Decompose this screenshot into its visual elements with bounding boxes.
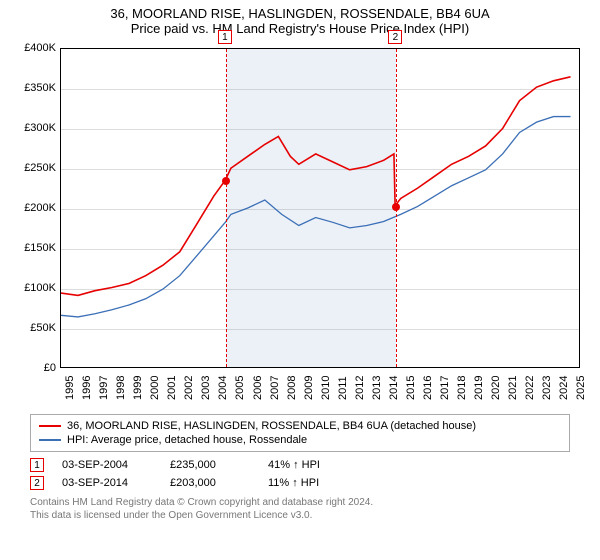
legend: 36, MOORLAND RISE, HASLINGDEN, ROSSENDAL… (30, 414, 570, 452)
y-tick-label: £400K (10, 42, 56, 54)
x-tick-label: 2006 (252, 376, 264, 400)
chart-subtitle: Price paid vs. HM Land Registry's House … (0, 21, 600, 40)
event-num-box: 1 (30, 458, 44, 472)
footer: Contains HM Land Registry data © Crown c… (30, 496, 570, 522)
x-tick-label: 2022 (524, 376, 536, 400)
x-tick-label: 2008 (286, 376, 298, 400)
y-tick-label: £0 (10, 362, 56, 374)
x-tick-label: 2007 (269, 376, 281, 400)
event-delta: 41% ↑ HPI (268, 459, 368, 471)
x-tick-label: 2002 (183, 376, 195, 400)
plot-region (60, 48, 580, 368)
legend-swatch (39, 439, 61, 441)
x-tick-label: 2024 (558, 376, 570, 400)
x-tick-label: 1997 (98, 376, 110, 400)
legend-item: 36, MOORLAND RISE, HASLINGDEN, ROSSENDAL… (39, 419, 561, 433)
y-tick-label: £250K (10, 162, 56, 174)
y-tick-label: £350K (10, 82, 56, 94)
x-tick-label: 2009 (303, 376, 315, 400)
event-delta: 11% ↑ HPI (268, 477, 368, 489)
event-marker: 2 (388, 30, 402, 44)
x-tick-label: 2004 (217, 376, 229, 400)
x-tick-label: 2017 (439, 376, 451, 400)
event-price: £235,000 (170, 459, 250, 471)
legend-swatch (39, 425, 61, 427)
chart-title: 36, MOORLAND RISE, HASLINGDEN, ROSSENDAL… (0, 0, 600, 21)
event-price: £203,000 (170, 477, 250, 489)
y-tick-label: £300K (10, 122, 56, 134)
x-tick-label: 2014 (388, 376, 400, 400)
x-tick-label: 2016 (422, 376, 434, 400)
x-tick-label: 2018 (456, 376, 468, 400)
event-date: 03-SEP-2014 (62, 477, 152, 489)
chart-lines (61, 49, 579, 367)
x-tick-label: 1996 (81, 376, 93, 400)
x-tick-label: 2025 (575, 376, 587, 400)
x-tick-label: 2019 (473, 376, 485, 400)
x-tick-label: 2003 (200, 376, 212, 400)
x-tick-label: 2000 (149, 376, 161, 400)
y-tick-label: £150K (10, 242, 56, 254)
event-row: 1 03-SEP-2004 £235,000 41% ↑ HPI (30, 456, 570, 474)
footer-line: Contains HM Land Registry data © Crown c… (30, 496, 570, 509)
y-tick-label: £50K (10, 322, 56, 334)
x-tick-label: 2010 (320, 376, 332, 400)
x-tick-label: 1999 (132, 376, 144, 400)
event-row: 2 03-SEP-2014 £203,000 11% ↑ HPI (30, 474, 570, 492)
x-tick-label: 2015 (405, 376, 417, 400)
event-num-box: 2 (30, 476, 44, 490)
event-marker: 1 (218, 30, 232, 44)
x-tick-label: 1998 (115, 376, 127, 400)
x-tick-label: 1995 (64, 376, 76, 400)
events-table: 1 03-SEP-2004 £235,000 41% ↑ HPI 2 03-SE… (30, 456, 570, 492)
x-tick-label: 2001 (166, 376, 178, 400)
x-tick-label: 2021 (507, 376, 519, 400)
x-tick-label: 2020 (490, 376, 502, 400)
x-tick-label: 2013 (371, 376, 383, 400)
legend-item: HPI: Average price, detached house, Ross… (39, 433, 561, 447)
event-dot (392, 203, 400, 211)
chart-container: 36, MOORLAND RISE, HASLINGDEN, ROSSENDAL… (0, 0, 600, 560)
y-tick-label: £100K (10, 282, 56, 294)
y-tick-label: £200K (10, 202, 56, 214)
footer-line: This data is licensed under the Open Gov… (30, 509, 570, 522)
legend-label: HPI: Average price, detached house, Ross… (67, 434, 307, 446)
x-tick-label: 2023 (541, 376, 553, 400)
chart-area: £0 £50K £100K £150K £200K £250K £300K £350K £400… (10, 40, 590, 410)
event-date: 03-SEP-2004 (62, 459, 152, 471)
legend-label: 36, MOORLAND RISE, HASLINGDEN, ROSSENDAL… (67, 420, 476, 432)
x-tick-label: 2005 (234, 376, 246, 400)
x-tick-label: 2012 (354, 376, 366, 400)
event-dot (222, 177, 230, 185)
x-tick-label: 2011 (337, 376, 349, 400)
